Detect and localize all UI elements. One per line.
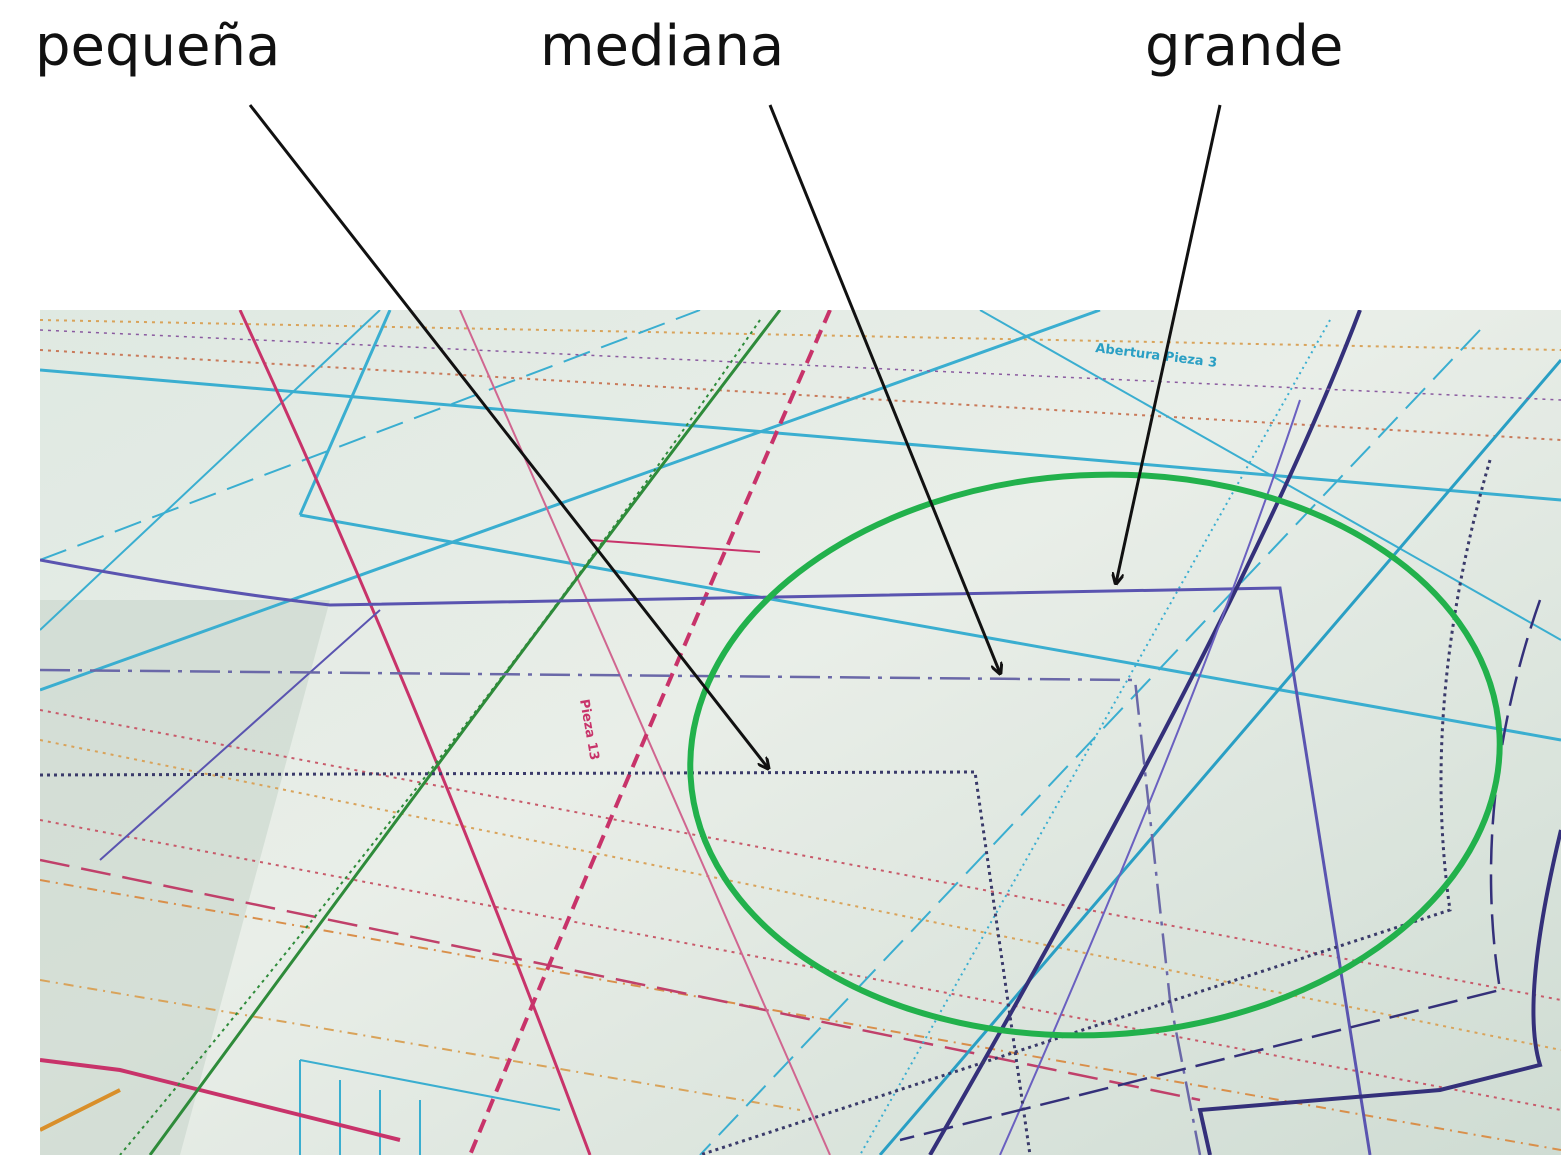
arrow xyxy=(768,104,1000,673)
label: mediana xyxy=(540,14,784,79)
arrow xyxy=(1116,104,1222,583)
label: pequeña xyxy=(35,14,280,79)
pattern-lines xyxy=(40,310,1561,1155)
shadow xyxy=(40,600,330,1155)
highlight-ellipse xyxy=(687,471,1503,1039)
arrow xyxy=(248,104,768,768)
label: grande xyxy=(1145,14,1343,79)
photo: Abertura Pieza 3 Pieza 13 xyxy=(40,310,1561,1155)
arrows xyxy=(248,104,1222,768)
